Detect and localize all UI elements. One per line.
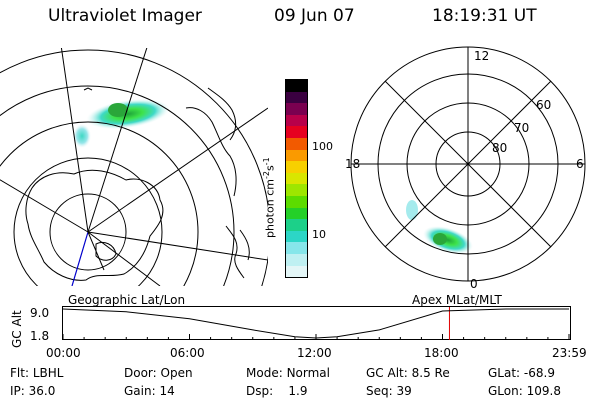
aurora-oval-patch	[422, 226, 474, 254]
info-seq: Seq: 39	[366, 384, 412, 398]
instrument-title: Ultraviolet Imager	[48, 6, 202, 26]
ytick-9: 9.0	[30, 306, 50, 320]
xtick-0600: 06:00	[170, 346, 205, 360]
colorbar-tick-100: 100	[312, 140, 333, 153]
colorbar-band	[286, 80, 307, 92]
colorbar-unit: photon cm-2s-1	[262, 157, 277, 238]
colorbar-tick-10: 10	[312, 228, 326, 241]
apex-caption: Apex MLat/MLT	[412, 293, 502, 307]
colorbar-band	[286, 126, 307, 138]
mlt-label-6: 6	[576, 157, 584, 171]
colorbar-band	[286, 103, 307, 115]
geographic-caption: Geographic Lat/Lon	[68, 293, 186, 307]
colorbar-band	[286, 114, 307, 127]
geographic-map	[0, 48, 268, 286]
info-dsp: Dsp: 1.9	[246, 384, 308, 398]
colorbar-band	[286, 91, 307, 104]
colorbar-band	[286, 253, 307, 266]
colorbar-band	[286, 149, 307, 162]
info-door: Door: Open	[124, 366, 193, 380]
date-label: 09 Jun 07	[274, 6, 355, 26]
aurora-patch-small	[73, 124, 91, 148]
mlat-label-80: 80	[492, 141, 507, 155]
mlt-label-18: 18	[345, 157, 360, 171]
info-ip: IP: 36.0	[10, 384, 56, 398]
altitude-series-line	[62, 308, 569, 339]
info-mode: Mode: Normal	[246, 366, 330, 380]
ytick-1-8: 1.8	[30, 329, 50, 343]
xtick-1800: 18:00	[424, 346, 459, 360]
aurora-patch-main	[86, 98, 170, 130]
colorbar-band	[286, 137, 307, 150]
mlt-label-0: 0	[470, 277, 478, 291]
mlt-label-12: 12	[474, 49, 489, 63]
xtick-1200: 12:00	[297, 346, 332, 360]
colorbar-band	[286, 172, 307, 185]
colorbar-band	[286, 184, 307, 196]
colorbar-band	[286, 242, 307, 254]
info-glat: GLat: -68.9	[488, 366, 555, 380]
info-glon: GLon: 109.8	[488, 384, 561, 398]
colorbar-band	[286, 207, 307, 220]
info-flt: Flt: LBHL	[10, 366, 64, 380]
altitude-plot-frame	[62, 306, 571, 340]
colorbar-band	[286, 265, 307, 277]
colorbar-band	[286, 195, 307, 208]
altitude-ylabel: GC Alt	[10, 310, 24, 348]
time-label: 18:19:31 UT	[432, 6, 537, 26]
xtick-2359: 23:59	[552, 346, 587, 360]
colorbar-band	[286, 161, 307, 173]
mlat-label-60: 60	[536, 98, 551, 112]
polar-mlat-mlt-map: 12 18 6 0 60 70 80	[345, 46, 586, 291]
mlat-label-70: 70	[514, 121, 529, 135]
info-gain: Gain: 14	[124, 384, 175, 398]
altitude-plot	[62, 306, 571, 340]
colorbar-band	[286, 219, 307, 231]
info-gc-alt: GC Alt: 8.5 Re	[366, 366, 450, 380]
xtick-0000: 00:00	[46, 346, 81, 360]
colorbar-band	[286, 230, 307, 243]
colorbar	[285, 79, 308, 278]
